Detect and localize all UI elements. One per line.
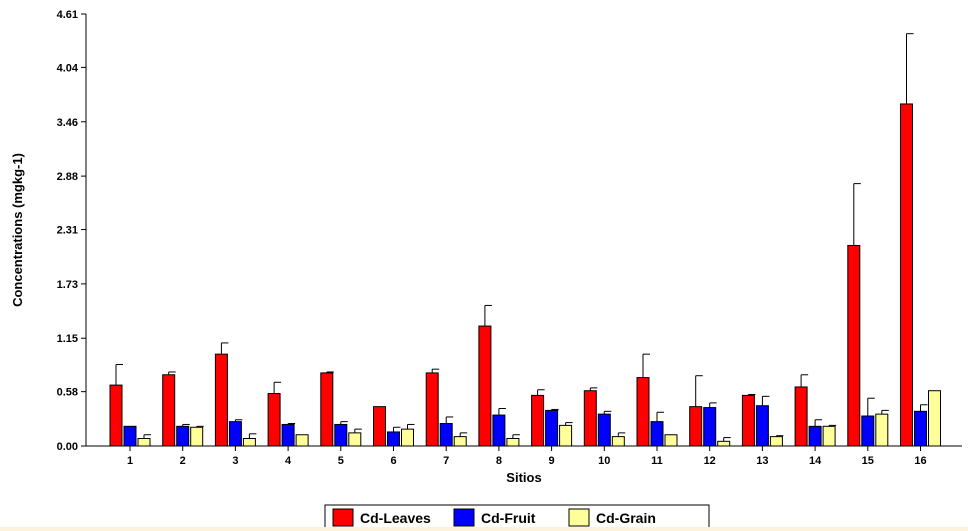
bar-cd-leaves-14: [794, 386, 808, 447]
bar-cd-grain-12: [717, 440, 731, 447]
bar-cd-fruit-14: [808, 425, 822, 447]
x-tick-label: 11: [651, 455, 663, 467]
bar-cd-leaves-8: [478, 325, 492, 447]
bar-cd-fruit-11: [650, 421, 664, 447]
y-tick-label: 4.04: [57, 62, 79, 74]
y-tick-label: 2.88: [57, 171, 78, 183]
bar-cd-fruit-10: [597, 413, 611, 447]
bar-cd-leaves-6: [373, 406, 386, 447]
bar-cd-fruit-4: [281, 423, 295, 447]
bar-cd-fruit-6: [387, 431, 400, 447]
bar-cd-grain-11: [664, 434, 678, 447]
bar-cd-grain-9: [559, 424, 573, 447]
y-tick-label: 4.61: [57, 9, 78, 21]
x-tick-label: 6: [390, 455, 396, 467]
bar-cd-fruit-2: [176, 425, 190, 447]
bar-cd-grain-15: [875, 413, 889, 447]
bar-cd-leaves-9: [531, 394, 545, 447]
bar-cd-leaves-13: [741, 394, 755, 447]
legend: Cd-Leaves Cd-Fruit Cd-Grain: [324, 504, 710, 531]
bar-cd-fruit-3: [228, 421, 242, 447]
bar-cd-grain-6: [401, 428, 414, 447]
bar-cd-fruit-5: [334, 423, 348, 447]
x-axis-title: Sitios: [506, 470, 541, 485]
legend-label-cd-fruit: Cd-Fruit: [481, 510, 536, 526]
x-tick-label: 8: [496, 455, 502, 467]
x-tick-label: 15: [862, 455, 874, 467]
bar-cd-grain-2: [190, 426, 204, 447]
bar-cd-leaves-2: [162, 374, 176, 447]
x-tick-label: 2: [180, 455, 186, 467]
bar-cd-leaves-16: [900, 103, 913, 447]
bar-cd-fruit-16: [914, 410, 927, 447]
y-tick-label: 1.73: [57, 279, 78, 291]
bar-cd-fruit-12: [703, 407, 717, 447]
bar-cd-leaves-1: [109, 384, 123, 447]
legend-label-cd-grain: Cd-Grain: [596, 510, 656, 526]
x-tick-label: 9: [549, 455, 555, 467]
x-tick-label: 14: [809, 455, 822, 467]
y-axis-ticks: 0.00 0.58 1.15 1.73 2.31 2.88 3.46 4.04 4.61: [57, 9, 86, 453]
legend-box: [324, 504, 710, 531]
bar-cd-grain-7: [453, 436, 467, 447]
y-tick-label: 0.58: [57, 387, 78, 399]
y-tick-label: 3.46: [57, 117, 78, 129]
bar-cd-fruit-1: [123, 425, 137, 447]
bar-cd-grain-13: [769, 436, 783, 447]
x-axis-ticks: 1 2 3 4 5 6 7 8 9 10 11 12 13 14 15 16: [127, 446, 927, 467]
bar-cd-leaves-15: [847, 244, 861, 447]
x-tick-label: 1: [127, 455, 133, 467]
bar-cd-grain-10: [611, 436, 625, 447]
bar-cd-leaves-3: [214, 353, 228, 447]
bar-cd-grain-8: [506, 438, 520, 447]
legend-swatch-cd-fruit: [453, 508, 475, 527]
bar-cd-fruit-9: [545, 409, 559, 447]
x-tick-label: 4: [285, 455, 292, 467]
x-tick-label: 12: [704, 455, 716, 467]
bar-cd-leaves-10: [583, 390, 597, 447]
legend-label-cd-leaves: Cd-Leaves: [360, 510, 431, 526]
x-tick-label: 13: [756, 455, 768, 467]
bar-cd-grain-14: [822, 425, 836, 447]
y-tick-label: 1.15: [57, 333, 78, 345]
bottom-strip: [0, 527, 968, 531]
bar-cd-fruit-15: [861, 415, 875, 447]
bar-cd-fruit-7: [439, 423, 453, 447]
x-tick-label: 10: [598, 455, 610, 467]
bar-cd-leaves-5: [320, 372, 334, 447]
x-tick-label: 7: [443, 455, 449, 467]
bar-cd-grain-5: [348, 432, 362, 447]
x-tick-label: 16: [914, 455, 926, 467]
bar-cd-fruit-13: [755, 405, 769, 447]
bar-cd-grain-16: [928, 390, 941, 447]
y-tick-label: 0.00: [57, 441, 78, 453]
bar-cd-leaves-4: [267, 393, 281, 447]
legend-swatch-cd-grain: [568, 508, 590, 527]
bar-cd-leaves-7: [425, 372, 439, 447]
x-tick-label: 5: [338, 455, 344, 467]
bar-cd-fruit-8: [492, 414, 506, 447]
legend-swatch-cd-leaves: [332, 508, 354, 527]
bar-cd-leaves-11: [636, 377, 650, 447]
x-tick-label: 3: [232, 455, 238, 467]
bar-cd-grain-3: [242, 438, 256, 447]
bar-cd-grain-1: [137, 438, 151, 447]
bar-cd-leaves-12: [689, 406, 703, 447]
bar-series-group: [109, 33, 941, 447]
y-tick-label: 2.31: [57, 225, 78, 237]
y-axis-title: Concentrations (mgkg-1): [10, 153, 25, 307]
bar-cd-grain-4: [295, 434, 309, 447]
